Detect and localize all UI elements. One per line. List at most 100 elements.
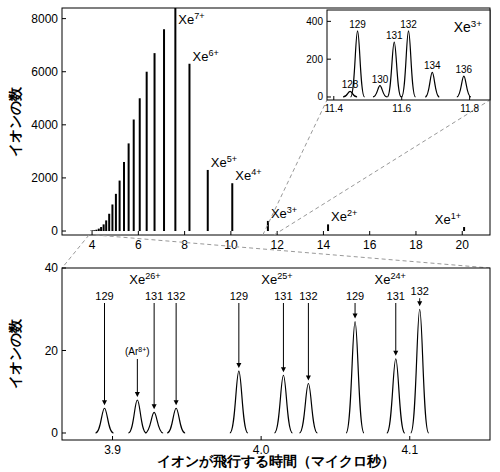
y-tick <box>62 71 66 72</box>
label-part: 25+ <box>277 271 292 281</box>
spike <box>100 227 102 231</box>
arrow-head <box>353 314 358 319</box>
label-part: 1+ <box>451 211 461 221</box>
x-tick <box>323 231 324 235</box>
arrow-line <box>238 303 239 365</box>
spike <box>94 230 96 232</box>
peak <box>411 309 429 433</box>
peak-label: Xe3+ <box>271 205 297 221</box>
peak-label: 131 <box>387 290 405 302</box>
label-part: 3+ <box>471 18 482 29</box>
arrow-head <box>102 400 107 405</box>
spike <box>231 183 233 231</box>
y-axis-title: イオンの数 <box>7 318 23 389</box>
spike <box>327 224 329 231</box>
arrow-head <box>152 404 157 409</box>
arrow-head <box>135 392 140 397</box>
y-tick <box>62 177 66 178</box>
label-part: Xe <box>261 272 277 287</box>
plot-frame <box>327 10 490 100</box>
spike <box>207 170 209 231</box>
peak <box>387 42 401 97</box>
y-tick <box>62 432 66 433</box>
spike <box>163 29 165 231</box>
y-tick <box>62 231 66 232</box>
spike <box>133 120 135 232</box>
zoom-line <box>96 235 490 268</box>
label-part: 8+ <box>138 345 146 352</box>
peak-label: 132 <box>411 285 429 297</box>
y-tick-label: 20 <box>45 344 59 358</box>
y-tick-label: 0 <box>317 91 323 102</box>
spike <box>139 98 141 231</box>
y-tick-label: 6000 <box>31 65 58 79</box>
peak-label: 130 <box>372 74 389 85</box>
plot-background <box>62 268 490 440</box>
x-tick <box>261 436 262 440</box>
x-tick <box>369 231 370 235</box>
zoom-line <box>62 235 89 268</box>
label-part: 2+ <box>347 208 357 218</box>
x-tick-label: 4.1 <box>401 443 418 457</box>
peak-label: 131 <box>145 290 163 302</box>
peak <box>274 375 292 433</box>
x-tick-label: 6 <box>135 238 142 252</box>
label-part: Xe <box>331 209 347 224</box>
annotation: (Ar8+) <box>125 345 150 357</box>
x-tick-label: 11.4 <box>324 103 343 114</box>
arrow-line <box>176 303 177 402</box>
peak-label: 132 <box>400 19 417 30</box>
x-tick <box>92 231 93 235</box>
peak <box>457 76 471 97</box>
zoom-line <box>263 100 327 235</box>
x-tick <box>409 436 410 440</box>
peak-label: Xe4+ <box>235 167 261 183</box>
y-tick <box>327 96 331 97</box>
x-tick-label: 11.6 <box>392 103 411 114</box>
arrow-head <box>306 375 311 380</box>
y-tick-label: 0 <box>51 426 58 440</box>
arrow-line <box>104 303 105 402</box>
peak <box>387 359 405 433</box>
peak-label: Xe5+ <box>211 154 237 170</box>
plot-marks <box>96 309 429 433</box>
y-tick-label: 2000 <box>31 171 58 185</box>
y-tick-label: 400 <box>306 16 323 27</box>
arrow-head <box>417 301 422 306</box>
spike <box>111 204 113 231</box>
zoom-line <box>274 100 490 235</box>
group-label: Xe25+ <box>261 271 292 287</box>
arrow-line <box>283 303 284 369</box>
plot-marks <box>343 31 471 97</box>
x-tick-label: 4 <box>89 238 96 252</box>
spike <box>90 230 92 231</box>
peak-label: 129 <box>95 290 113 302</box>
peak-label: 132 <box>299 290 317 302</box>
arrow-head <box>393 351 398 356</box>
peak <box>167 408 185 433</box>
x-axis-title: イオンが飛行する時間（マイクロ秒） <box>157 453 395 469</box>
x-tick-label: 16 <box>363 238 377 252</box>
label-part: 6+ <box>208 48 218 58</box>
spike <box>123 162 125 231</box>
peak <box>373 86 387 97</box>
x-tick <box>415 231 416 235</box>
peak <box>402 31 416 97</box>
arrow-line <box>137 359 138 394</box>
x-tick-label: 3.9 <box>104 443 121 457</box>
x-tick <box>138 231 139 235</box>
peak-label: 129 <box>349 19 366 30</box>
spike <box>128 143 130 231</box>
plot-frame <box>62 8 490 235</box>
y-tick <box>62 18 66 19</box>
y-tick <box>62 350 66 351</box>
spike <box>146 72 148 231</box>
peak <box>299 383 317 432</box>
y-tick-label: 0 <box>51 224 58 238</box>
spike <box>174 8 176 231</box>
peak-label: 136 <box>456 64 473 75</box>
plot-background <box>62 8 490 235</box>
label-part: 5+ <box>227 154 237 164</box>
label-part: 24+ <box>390 271 405 281</box>
arrow-line <box>308 303 309 377</box>
